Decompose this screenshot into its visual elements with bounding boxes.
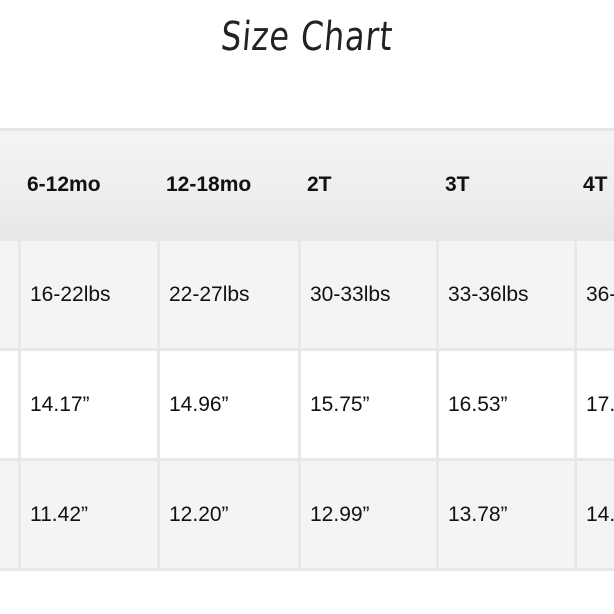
table-cell: 33-36lbs [436, 241, 574, 348]
table-row: 16-22lbs 22-27lbs 30-33lbs 33-36lbs 36- [0, 241, 614, 351]
table-row: 11.42” 12.20” 12.99” 13.78” 14. [0, 461, 614, 571]
table-cell: 22-27lbs [157, 241, 298, 348]
header-cell-blank [0, 131, 18, 238]
table-cell: 16.53” [436, 351, 574, 458]
table-cell: 14.17” [18, 351, 157, 458]
header-cell: 2T [307, 172, 332, 196]
header-cell: 12-18mo [166, 172, 252, 196]
table-cell [0, 241, 18, 348]
table-cell [0, 351, 18, 458]
table-cell: 12.99” [298, 461, 436, 568]
table-header-row: 6-12mo 12-18mo 2T 3T 4T [0, 128, 614, 241]
table-cell [0, 461, 18, 568]
page-title: Size Chart [219, 14, 395, 60]
table-cell: 15.75” [298, 351, 436, 458]
table-cell: 16-22lbs [18, 241, 157, 348]
table-cell: 14. [574, 461, 614, 568]
table-cell: 12.20” [157, 461, 298, 568]
header-cell: 3T [445, 172, 470, 196]
table-cell: 30-33lbs [298, 241, 436, 348]
table-cell: 36- [574, 241, 614, 348]
table-cell: 11.42” [18, 461, 157, 568]
table-cell: 14.96” [157, 351, 298, 458]
table-cell: 17. [574, 351, 614, 458]
table-cell: 13.78” [436, 461, 574, 568]
header-cell: 4T [583, 172, 608, 196]
header-cell: 6-12mo [27, 172, 101, 196]
table-row: 14.17” 14.96” 15.75” 16.53” 17. [0, 351, 614, 461]
